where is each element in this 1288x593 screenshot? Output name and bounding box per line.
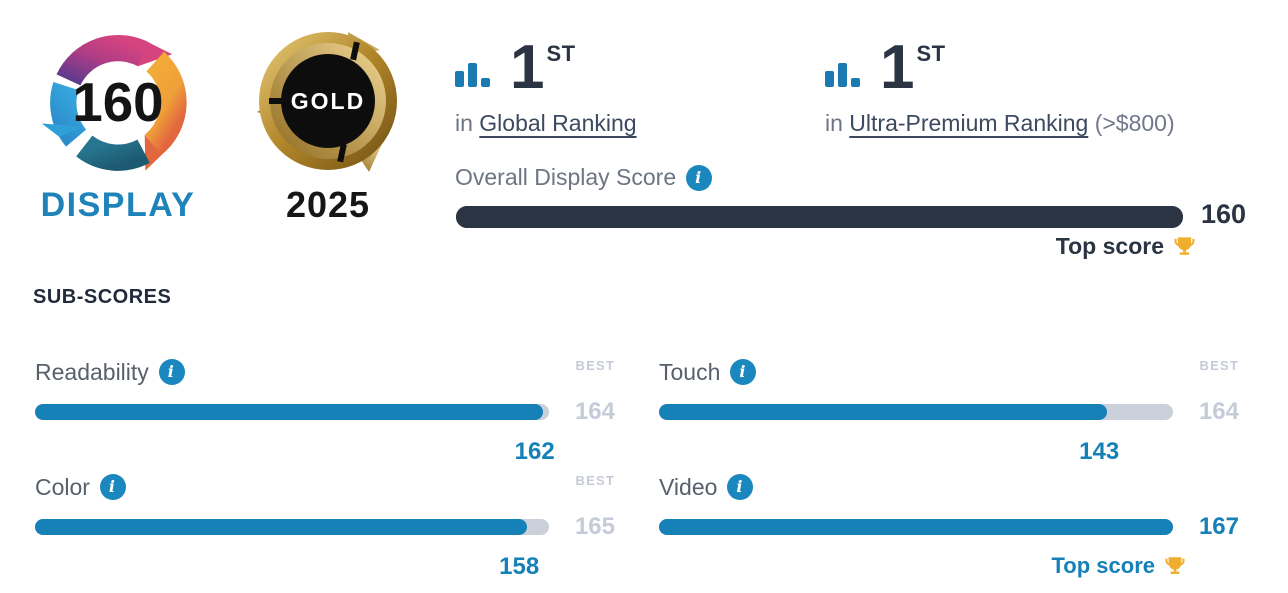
display-score-badge: 160 DISPLAY	[34, 22, 202, 225]
subscore-name: Video	[659, 473, 718, 500]
score-bar-track	[35, 519, 549, 535]
score-bar-fill	[35, 404, 543, 420]
ranking-bars-icon	[825, 63, 860, 87]
score-value: 167	[1198, 513, 1239, 540]
overall-score-label-row: Overall Display Score i	[455, 164, 713, 191]
trophy-icon	[1165, 557, 1185, 574]
subscores-heading: SUB-SCORES	[33, 286, 172, 308]
score-value: 158	[499, 553, 540, 580]
badge-category-label: DISPLAY	[40, 186, 196, 224]
subscore-name: Touch	[659, 358, 721, 385]
ultra-premium-ranking-link[interactable]: Ultra-Premium Ranking	[849, 110, 1089, 136]
best-score-value: 165	[574, 513, 615, 540]
info-icon[interactable]: i	[99, 474, 126, 500]
subscore-row-video: Video i 167 Top score	[659, 471, 1239, 581]
best-column-heading: BEST	[575, 473, 615, 488]
ranking-bars-icon	[455, 63, 490, 87]
best-score-value: 164	[574, 398, 615, 425]
rank-ordinal: ST	[916, 40, 946, 66]
info-icon[interactable]: i	[158, 359, 185, 385]
gold-award-badge: GOLD 2025	[250, 26, 406, 226]
rank-position: 1 ST	[510, 32, 576, 102]
global-ranking-link[interactable]: Global Ranking	[479, 110, 637, 136]
best-column-heading: BEST	[1199, 358, 1239, 373]
gold-medal-icon: GOLD	[257, 32, 397, 172]
overall-score-value: 160	[1201, 199, 1247, 229]
best-column-heading: BEST	[575, 358, 615, 373]
global-ranking-block: 1 ST in Global Ranking	[455, 32, 637, 137]
score-value: 143	[1079, 438, 1120, 465]
rank-number: 1	[510, 32, 545, 102]
score-bar-fill	[35, 519, 528, 535]
subscore-row-readability: Readability i BEST 164 162	[35, 356, 615, 466]
award-year-label: 2025	[285, 184, 371, 225]
rank-number: 1	[880, 32, 915, 102]
info-icon[interactable]: i	[730, 359, 757, 385]
badge-score-value: 160	[72, 72, 163, 133]
overall-score-bar-track	[456, 206, 1183, 228]
overall-top-score-badge: Top score	[1056, 233, 1196, 260]
info-icon[interactable]: i	[686, 164, 713, 191]
rank-prefix: in	[825, 110, 843, 136]
rank-caption: in Ultra-Premium Ranking (>$800)	[825, 110, 1175, 137]
score-bar-fill	[659, 519, 1173, 535]
trophy-icon	[1174, 237, 1195, 255]
rank-ordinal: ST	[546, 40, 576, 66]
subscore-name: Readability	[35, 358, 149, 385]
subscore-row-touch: Touch i BEST 164 143	[659, 356, 1239, 466]
top-score-label: Top score	[1055, 233, 1164, 259]
subscore-name: Color	[35, 473, 90, 500]
subscore-row-color: Color i BEST 165 158	[35, 471, 615, 581]
rank-prefix: in	[455, 110, 473, 136]
score-bar-fill	[659, 404, 1108, 420]
overall-score-bar-fill	[456, 206, 1183, 228]
overall-score-label: Overall Display Score	[455, 164, 677, 190]
ultra-premium-ranking-block: 1 ST in Ultra-Premium Ranking (>$800)	[825, 32, 1175, 137]
dxomark-swirl-logo-icon: 160	[41, 35, 187, 171]
subscore-top-score-badge: Top score	[1051, 553, 1186, 579]
best-score-value: 164	[1198, 398, 1239, 425]
score-value: 162	[514, 438, 555, 465]
top-score-label: Top score	[1051, 553, 1155, 578]
score-bar-track	[35, 404, 549, 420]
rank-caption: in Global Ranking	[455, 110, 637, 137]
rank-price-note: (>$800)	[1094, 110, 1175, 136]
award-tier-label: GOLD	[291, 88, 365, 114]
info-icon[interactable]: i	[727, 474, 754, 500]
rank-position: 1 ST	[880, 32, 946, 102]
score-bar-track	[659, 519, 1173, 535]
score-bar-track	[659, 404, 1173, 420]
